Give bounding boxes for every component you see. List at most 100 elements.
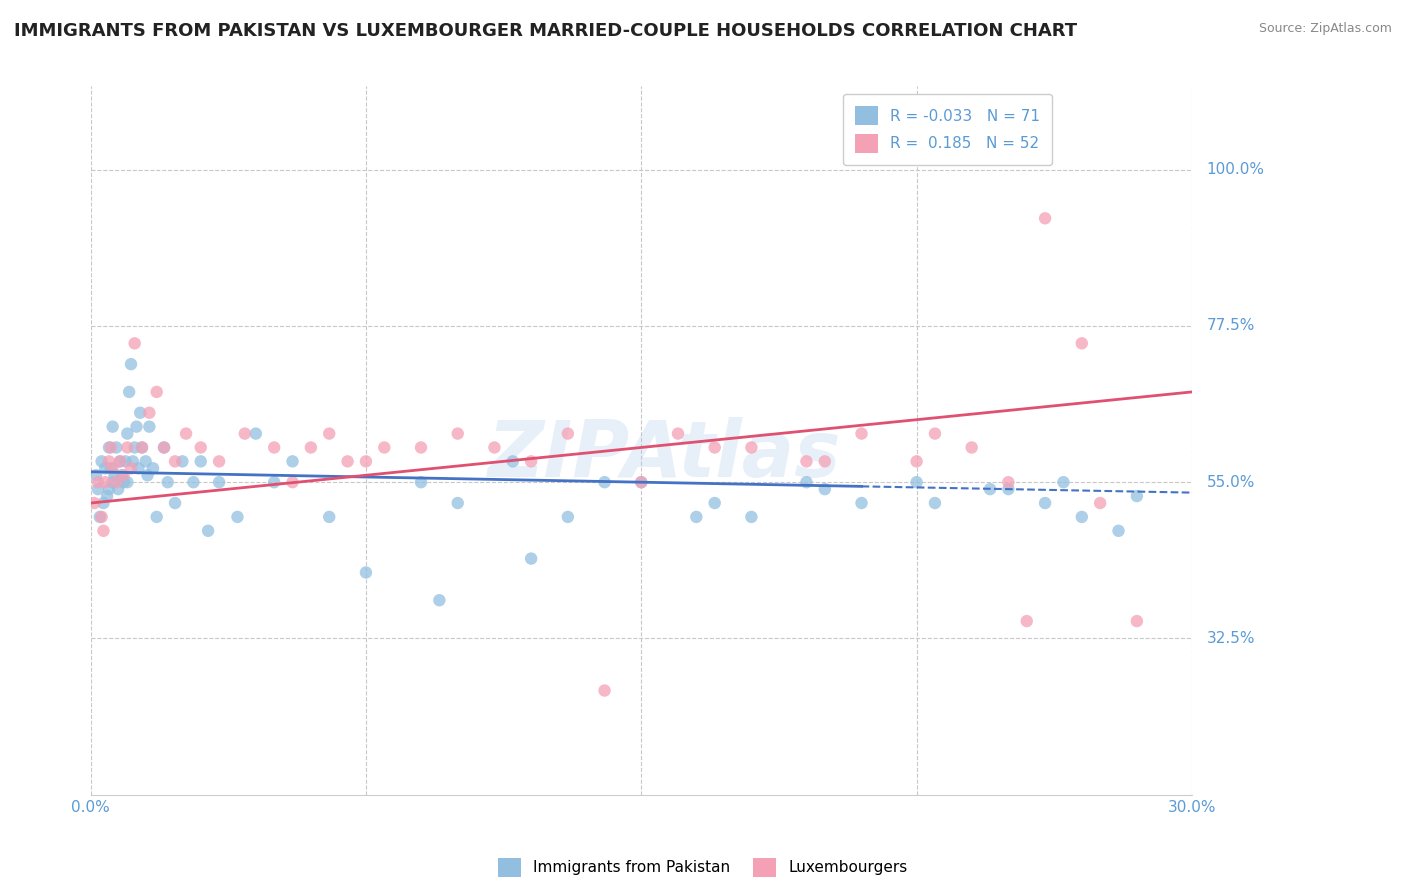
Point bbox=[1088, 496, 1111, 510]
Point bbox=[98, 441, 121, 455]
Point bbox=[117, 475, 139, 490]
Point bbox=[165, 454, 187, 468]
Point bbox=[924, 426, 946, 441]
Point bbox=[318, 426, 340, 441]
Point bbox=[108, 454, 131, 468]
Point bbox=[557, 510, 579, 524]
Point bbox=[105, 441, 128, 455]
Point bbox=[1033, 211, 1056, 226]
Point bbox=[108, 454, 131, 468]
Point bbox=[814, 454, 837, 468]
Point bbox=[138, 419, 160, 434]
Text: IMMIGRANTS FROM PAKISTAN VS LUXEMBOURGER MARRIED-COUPLE HOUSEHOLDS CORRELATION C: IMMIGRANTS FROM PAKISTAN VS LUXEMBOURGER… bbox=[14, 22, 1077, 40]
Point bbox=[226, 510, 249, 524]
Legend: Immigrants from Pakistan, Luxembourgers: Immigrants from Pakistan, Luxembourgers bbox=[491, 850, 915, 884]
Point bbox=[165, 496, 187, 510]
Point bbox=[89, 510, 111, 524]
Point bbox=[118, 384, 141, 399]
Point bbox=[208, 454, 231, 468]
Point bbox=[1015, 614, 1038, 628]
Point bbox=[1108, 524, 1130, 538]
Point bbox=[851, 496, 873, 510]
Point bbox=[703, 496, 725, 510]
Legend: R = -0.033   N = 71, R =  0.185   N = 52: R = -0.033 N = 71, R = 0.185 N = 52 bbox=[842, 94, 1052, 165]
Point bbox=[96, 489, 118, 503]
Point bbox=[98, 454, 121, 468]
Point bbox=[101, 461, 124, 475]
Point bbox=[593, 475, 616, 490]
Point bbox=[814, 482, 837, 496]
Point bbox=[111, 468, 134, 483]
Point bbox=[90, 510, 112, 524]
Point bbox=[427, 593, 450, 607]
Point bbox=[129, 406, 152, 420]
Point bbox=[153, 441, 176, 455]
Point bbox=[107, 482, 129, 496]
Point bbox=[84, 468, 107, 483]
Point bbox=[997, 475, 1019, 490]
Point bbox=[233, 426, 256, 441]
Point bbox=[98, 482, 121, 496]
Point bbox=[354, 566, 377, 580]
Point bbox=[905, 454, 928, 468]
Point bbox=[156, 475, 179, 490]
Point bbox=[666, 426, 689, 441]
Text: ZIPAtlas: ZIPAtlas bbox=[486, 417, 839, 492]
Point bbox=[120, 357, 142, 371]
Point bbox=[281, 475, 304, 490]
Point bbox=[124, 336, 146, 351]
Text: 100.0%: 100.0% bbox=[1206, 162, 1264, 178]
Point bbox=[630, 475, 652, 490]
Point bbox=[318, 510, 340, 524]
Point bbox=[101, 419, 124, 434]
Point bbox=[1070, 510, 1092, 524]
Point bbox=[245, 426, 267, 441]
Point bbox=[1070, 336, 1092, 351]
Point bbox=[1126, 489, 1149, 503]
Point bbox=[174, 426, 197, 441]
Point bbox=[1052, 475, 1074, 490]
Point bbox=[373, 441, 395, 455]
Point bbox=[960, 441, 983, 455]
Point bbox=[94, 475, 117, 490]
Point bbox=[142, 461, 165, 475]
Point bbox=[135, 454, 157, 468]
Point bbox=[263, 475, 285, 490]
Point bbox=[336, 454, 359, 468]
Point bbox=[593, 683, 616, 698]
Point bbox=[136, 468, 159, 483]
Point bbox=[112, 475, 135, 490]
Point bbox=[197, 524, 219, 538]
Point bbox=[685, 510, 707, 524]
Point bbox=[851, 426, 873, 441]
Point bbox=[112, 468, 135, 483]
Point bbox=[409, 475, 432, 490]
Point bbox=[1033, 496, 1056, 510]
Point bbox=[630, 475, 652, 490]
Point bbox=[796, 454, 818, 468]
Point bbox=[121, 454, 143, 468]
Text: 55.0%: 55.0% bbox=[1206, 475, 1256, 490]
Point bbox=[114, 454, 136, 468]
Point bbox=[281, 454, 304, 468]
Point bbox=[997, 482, 1019, 496]
Point bbox=[1126, 614, 1149, 628]
Point bbox=[127, 461, 149, 475]
Point bbox=[153, 441, 176, 455]
Point bbox=[190, 454, 212, 468]
Point bbox=[120, 461, 142, 475]
Point bbox=[90, 454, 112, 468]
Point bbox=[299, 441, 322, 455]
Point bbox=[100, 441, 122, 455]
Point bbox=[87, 475, 110, 490]
Point bbox=[740, 441, 762, 455]
Point bbox=[131, 441, 153, 455]
Point bbox=[145, 510, 167, 524]
Point bbox=[172, 454, 194, 468]
Point bbox=[208, 475, 231, 490]
Point bbox=[93, 524, 115, 538]
Point bbox=[502, 454, 524, 468]
Point bbox=[145, 384, 167, 399]
Point bbox=[263, 441, 285, 455]
Point bbox=[101, 475, 124, 490]
